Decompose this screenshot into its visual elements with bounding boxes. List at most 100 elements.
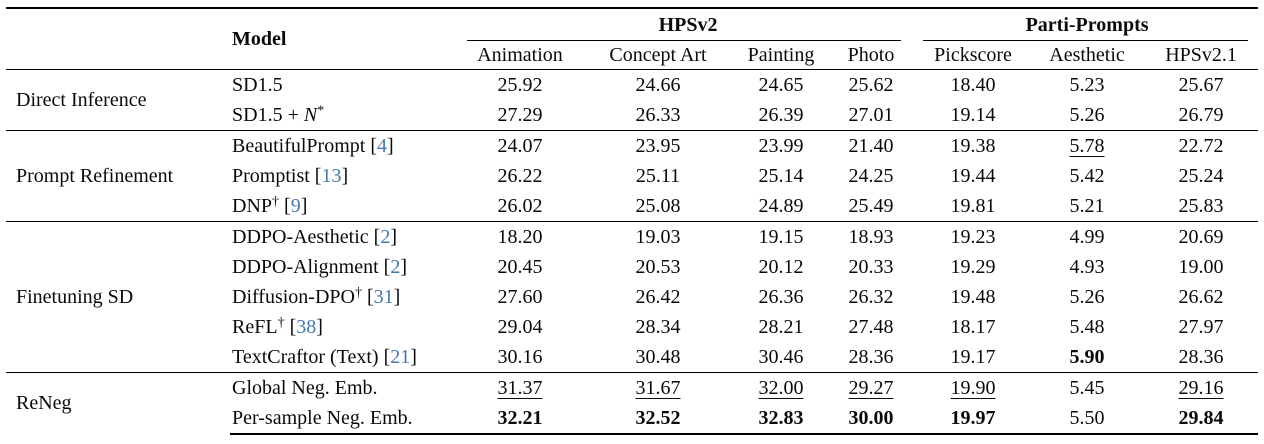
section-label: Direct Inference (16, 88, 147, 111)
metric-value: 19.03 (580, 221, 736, 252)
col-group-parti-prompts: Parti-Prompts (916, 8, 1258, 41)
metric-value: 28.36 (848, 345, 894, 368)
corner-cell (6, 8, 230, 70)
metric-value: 28.34 (635, 315, 681, 338)
citation-link[interactable]: 9 (290, 194, 301, 217)
metric-value: 19.17 (950, 345, 996, 368)
col-header-animation: Animation (460, 41, 580, 70)
citation-link[interactable]: 2 (390, 255, 401, 278)
metric-value: 25.67 (1178, 73, 1224, 96)
metric-value: 28.36 (1178, 345, 1224, 368)
model-name: DDPO-Aesthetic [2] (230, 221, 460, 252)
citation-link[interactable]: 38 (296, 315, 317, 338)
metric-value: 19.90 (916, 372, 1031, 403)
metric-value: 20.33 (848, 255, 894, 278)
metric-value: 19.81 (950, 194, 996, 217)
metric-value: 19.38 (916, 130, 1031, 161)
model-name: SD1.5 (232, 73, 283, 96)
metric-value: 27.60 (497, 285, 543, 308)
metric-value: 5.48 (1069, 315, 1105, 338)
table-row: DNP† [9] 26.02 25.08 24.89 25.49 19.81 5.21 25.… (6, 191, 1258, 222)
metric-value: 5.78 (1030, 130, 1145, 161)
metric-value: 26.79 (1178, 103, 1224, 126)
metric-value: 18.17 (950, 315, 996, 338)
metric-value: 4.93 (1069, 255, 1105, 278)
metric-value: 25.14 (758, 164, 804, 187)
citation-link[interactable]: 31 (373, 285, 394, 308)
metric-value: 26.42 (635, 285, 681, 308)
metric-value: 25.83 (1178, 194, 1224, 217)
section-label: Finetuning SD (6, 221, 230, 373)
metric-value: 24.65 (758, 73, 804, 96)
citation-link[interactable]: 21 (390, 345, 411, 368)
metric-value: 26.02 (497, 194, 543, 217)
table-row: ReNeg Global Neg. Emb. 31.37 31.67 32.00 29.2… (6, 372, 1259, 434)
section-label: Prompt Refinement (6, 130, 230, 222)
metric-value: 23.99 (736, 130, 826, 161)
table-row: DDPO-Alignment [2] 20.45 20.53 20.12 20.33 19… (6, 252, 1258, 282)
metric-value: 5.26 (1069, 103, 1105, 126)
table-row: Per-sample Neg. Emb. 32.21 32.52 32.83 30.00… (6, 403, 1259, 435)
citation-link[interactable]: 4 (377, 134, 387, 157)
metric-value: 5.26 (1069, 285, 1105, 308)
model-name: Per-sample Neg. Emb. (230, 403, 460, 435)
col-header-aesthetic: Aesthetic (1030, 41, 1145, 70)
metric-value: 18.20 (460, 221, 580, 252)
metric-value: 5.23 (1069, 73, 1105, 96)
model-name: Diffusion-DPO† [31] (232, 285, 401, 308)
metric-value: 25.08 (635, 194, 681, 217)
metric-value: 19.15 (736, 221, 826, 252)
metric-value: 32.00 (736, 372, 826, 403)
metric-value: 27.48 (848, 315, 894, 338)
table-row: Promptist [13] 26.22 25.11 25.14 24.25 19.44 5… (6, 161, 1258, 191)
model-name: TextCraftor (Text) [21] (232, 345, 417, 368)
model-name: SD1.5 + N* (232, 103, 325, 126)
metric-value: 29.84 (1144, 403, 1259, 435)
col-group-hpsv2: HPSv2 (460, 8, 916, 41)
citation-link[interactable]: 13 (321, 164, 342, 187)
table-row: Prompt Refinement BeautifulPrompt [4] 24.0… (6, 130, 1259, 222)
table-header: Model HPSv2 Parti-Prompts Animation Conc… (6, 8, 1259, 70)
col-header-painting: Painting (736, 41, 826, 70)
metric-value: 31.37 (460, 372, 580, 403)
model-name: Global Neg. Emb. (230, 372, 460, 403)
metric-value: 25.11 (635, 164, 681, 187)
metric-value: 31.67 (580, 372, 736, 403)
metric-value: 26.62 (1178, 285, 1224, 308)
metric-value: 26.22 (497, 164, 543, 187)
metric-value: 30.00 (826, 403, 917, 435)
metric-value: 24.25 (848, 164, 894, 187)
metric-value: 19.97 (916, 403, 1031, 435)
metric-value: 20.45 (497, 255, 543, 278)
table-row: TextCraftor (Text) [21] 30.16 30.48 30.46 28… (6, 342, 1258, 373)
metric-value: 19.23 (916, 221, 1031, 252)
metric-value: 26.33 (635, 103, 681, 126)
table-row: ReFL† [38] 29.04 28.34 28.21 27.48 18.17 5.48 2… (6, 312, 1258, 342)
metric-value: 32.21 (460, 403, 580, 435)
metric-value: 25.62 (848, 73, 894, 96)
metric-value: 22.72 (1144, 130, 1259, 161)
metric-value: 19.44 (950, 164, 996, 187)
metric-value: 27.29 (497, 103, 543, 126)
metric-value: 5.45 (1030, 372, 1145, 403)
metric-value: 26.36 (758, 285, 804, 308)
header-row-metrics: Animation Concept Art Painting Photo Pic… (6, 41, 1259, 70)
metric-value: 32.83 (736, 403, 826, 435)
model-name: ReFL† [38] (232, 315, 323, 338)
table-row: Finetuning SD DDPO-Aesthetic [2] 18.20 19.0… (6, 221, 1259, 373)
metric-value: 5.90 (1069, 345, 1105, 368)
metric-value: 26.39 (758, 103, 804, 126)
metric-value: 19.14 (950, 103, 996, 126)
section-label: ReNeg (6, 372, 230, 434)
model-name: DDPO-Alignment [2] (232, 255, 408, 278)
metric-value: 25.49 (848, 194, 894, 217)
metric-value: 19.00 (1178, 255, 1224, 278)
col-header-model: Model (230, 8, 460, 70)
metric-value: 18.40 (950, 73, 996, 96)
model-name: BeautifulPrompt [4] (230, 130, 460, 161)
col-header-photo: Photo (826, 41, 917, 70)
metric-value: 27.97 (1178, 315, 1224, 338)
citation-link[interactable]: 2 (380, 225, 391, 248)
metric-value: 18.93 (826, 221, 917, 252)
metric-value: 29.27 (826, 372, 917, 403)
